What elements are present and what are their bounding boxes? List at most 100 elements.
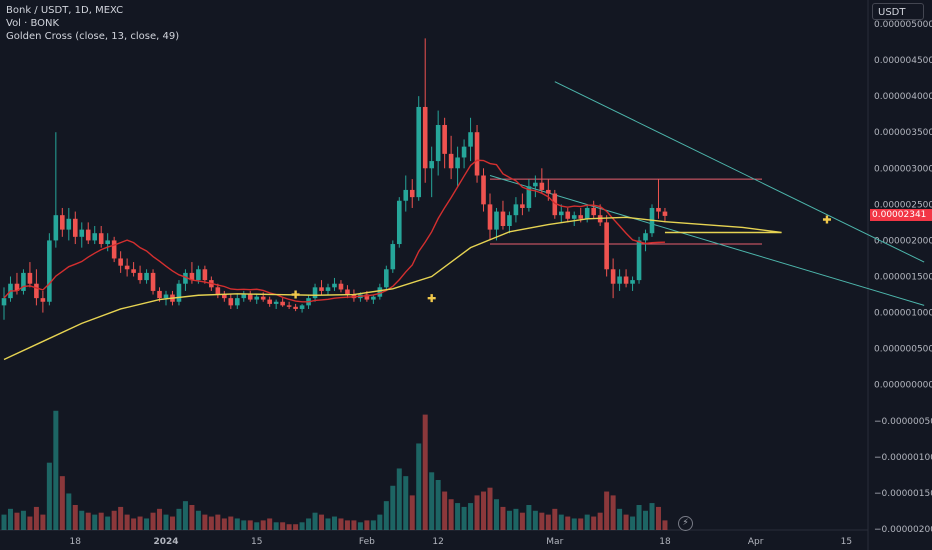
candle-body — [422, 106, 428, 169]
candle-body — [79, 229, 85, 237]
volume-bar — [532, 510, 538, 530]
candle-body — [254, 296, 260, 300]
candle-body — [442, 125, 447, 154]
candle-body — [461, 146, 467, 158]
golden-cross-marker — [822, 215, 831, 224]
candle-body — [228, 298, 234, 306]
candle-body — [416, 106, 422, 198]
candle-body — [656, 207, 661, 212]
candle-body — [643, 233, 648, 241]
candle-body — [429, 161, 434, 169]
candle-body — [98, 233, 104, 245]
volume-bar — [636, 505, 642, 530]
candle-body — [617, 276, 622, 284]
volume-bar — [344, 520, 350, 530]
lightning-icon[interactable]: ⚡ — [678, 516, 693, 531]
volume-bar — [319, 514, 325, 530]
candle-body — [507, 215, 512, 226]
chart-legend: Bonk / USDT, 1D, MEXC Vol · BONK Golden … — [6, 4, 179, 43]
candle-body — [384, 269, 389, 288]
candle-body — [558, 211, 564, 216]
volume-bar — [409, 495, 415, 530]
candle-body — [533, 182, 538, 187]
volume-bar — [20, 510, 26, 530]
volume-bar — [506, 510, 512, 530]
candle-body — [591, 207, 596, 216]
candle-body — [481, 175, 486, 205]
volume-bar — [403, 476, 409, 530]
volume-bar — [461, 506, 467, 530]
candle-body — [513, 204, 519, 216]
volume-legend[interactable]: Vol · BONK — [6, 18, 60, 29]
candle-body — [53, 215, 59, 241]
symbol-title[interactable]: Bonk / USDT, 1D, MEXC — [6, 5, 124, 16]
candle-body — [280, 301, 285, 306]
volume-bar — [195, 510, 201, 530]
candle-body — [299, 305, 305, 309]
ma-slow-line — [3, 216, 782, 361]
candle-body — [150, 272, 156, 291]
volume-bar — [519, 512, 525, 530]
candle-body — [630, 280, 635, 284]
volume-bar — [306, 518, 312, 530]
x-tick-label: 18 — [659, 537, 671, 547]
candle-body — [176, 283, 182, 302]
x-tick-label: 2024 — [153, 537, 178, 547]
trendline — [554, 81, 925, 263]
volume-bar — [468, 503, 474, 530]
candle-body — [345, 289, 350, 295]
candle-body — [526, 186, 532, 208]
candle-body — [364, 294, 370, 300]
volume-bar — [331, 516, 337, 530]
trendline — [489, 175, 925, 306]
volume-bar — [254, 522, 260, 530]
volume-bar — [545, 514, 551, 530]
x-tick-label: 15 — [841, 537, 852, 547]
candle-body — [520, 204, 525, 208]
volume-bar — [604, 491, 610, 530]
volume-bar — [228, 516, 234, 530]
volume-bar — [27, 516, 33, 530]
candle-body — [215, 287, 221, 295]
volume-bar — [299, 522, 305, 530]
volume-bar — [558, 514, 564, 530]
volume-bar — [481, 491, 487, 530]
volume-bar — [662, 520, 668, 530]
candle-body — [409, 189, 415, 198]
candle-body — [267, 299, 272, 304]
indicator-legend[interactable]: Golden Cross (close, 13, close, 49) — [6, 31, 180, 42]
volume-bar — [137, 516, 143, 530]
candle-body — [584, 207, 590, 219]
candle-body — [662, 211, 668, 216]
volume-bar — [208, 516, 214, 530]
volume-bar — [182, 501, 188, 530]
candle-body — [202, 269, 208, 281]
candle-body — [247, 294, 253, 300]
volume-bar — [221, 518, 227, 530]
candle-body — [92, 233, 98, 241]
volume-bar — [364, 520, 370, 530]
volume-bar — [396, 468, 402, 530]
candle-body — [144, 272, 149, 281]
volume-bar — [176, 508, 182, 530]
volume-bar — [597, 512, 603, 530]
candle-body — [241, 294, 247, 299]
volume-bar — [40, 514, 46, 530]
candle-body — [27, 272, 33, 284]
candle-body — [468, 132, 473, 147]
volume-bar — [66, 493, 72, 530]
volume-bar — [578, 518, 584, 530]
volume-bar — [124, 514, 130, 530]
candle-body — [85, 229, 91, 241]
candle-body — [163, 294, 169, 299]
currency-button[interactable]: USDT — [872, 3, 924, 20]
candle-body — [137, 272, 143, 281]
volume-bar — [131, 518, 137, 530]
volume-bar — [455, 503, 461, 530]
candle-body — [222, 294, 227, 299]
volume-bar — [260, 520, 266, 530]
